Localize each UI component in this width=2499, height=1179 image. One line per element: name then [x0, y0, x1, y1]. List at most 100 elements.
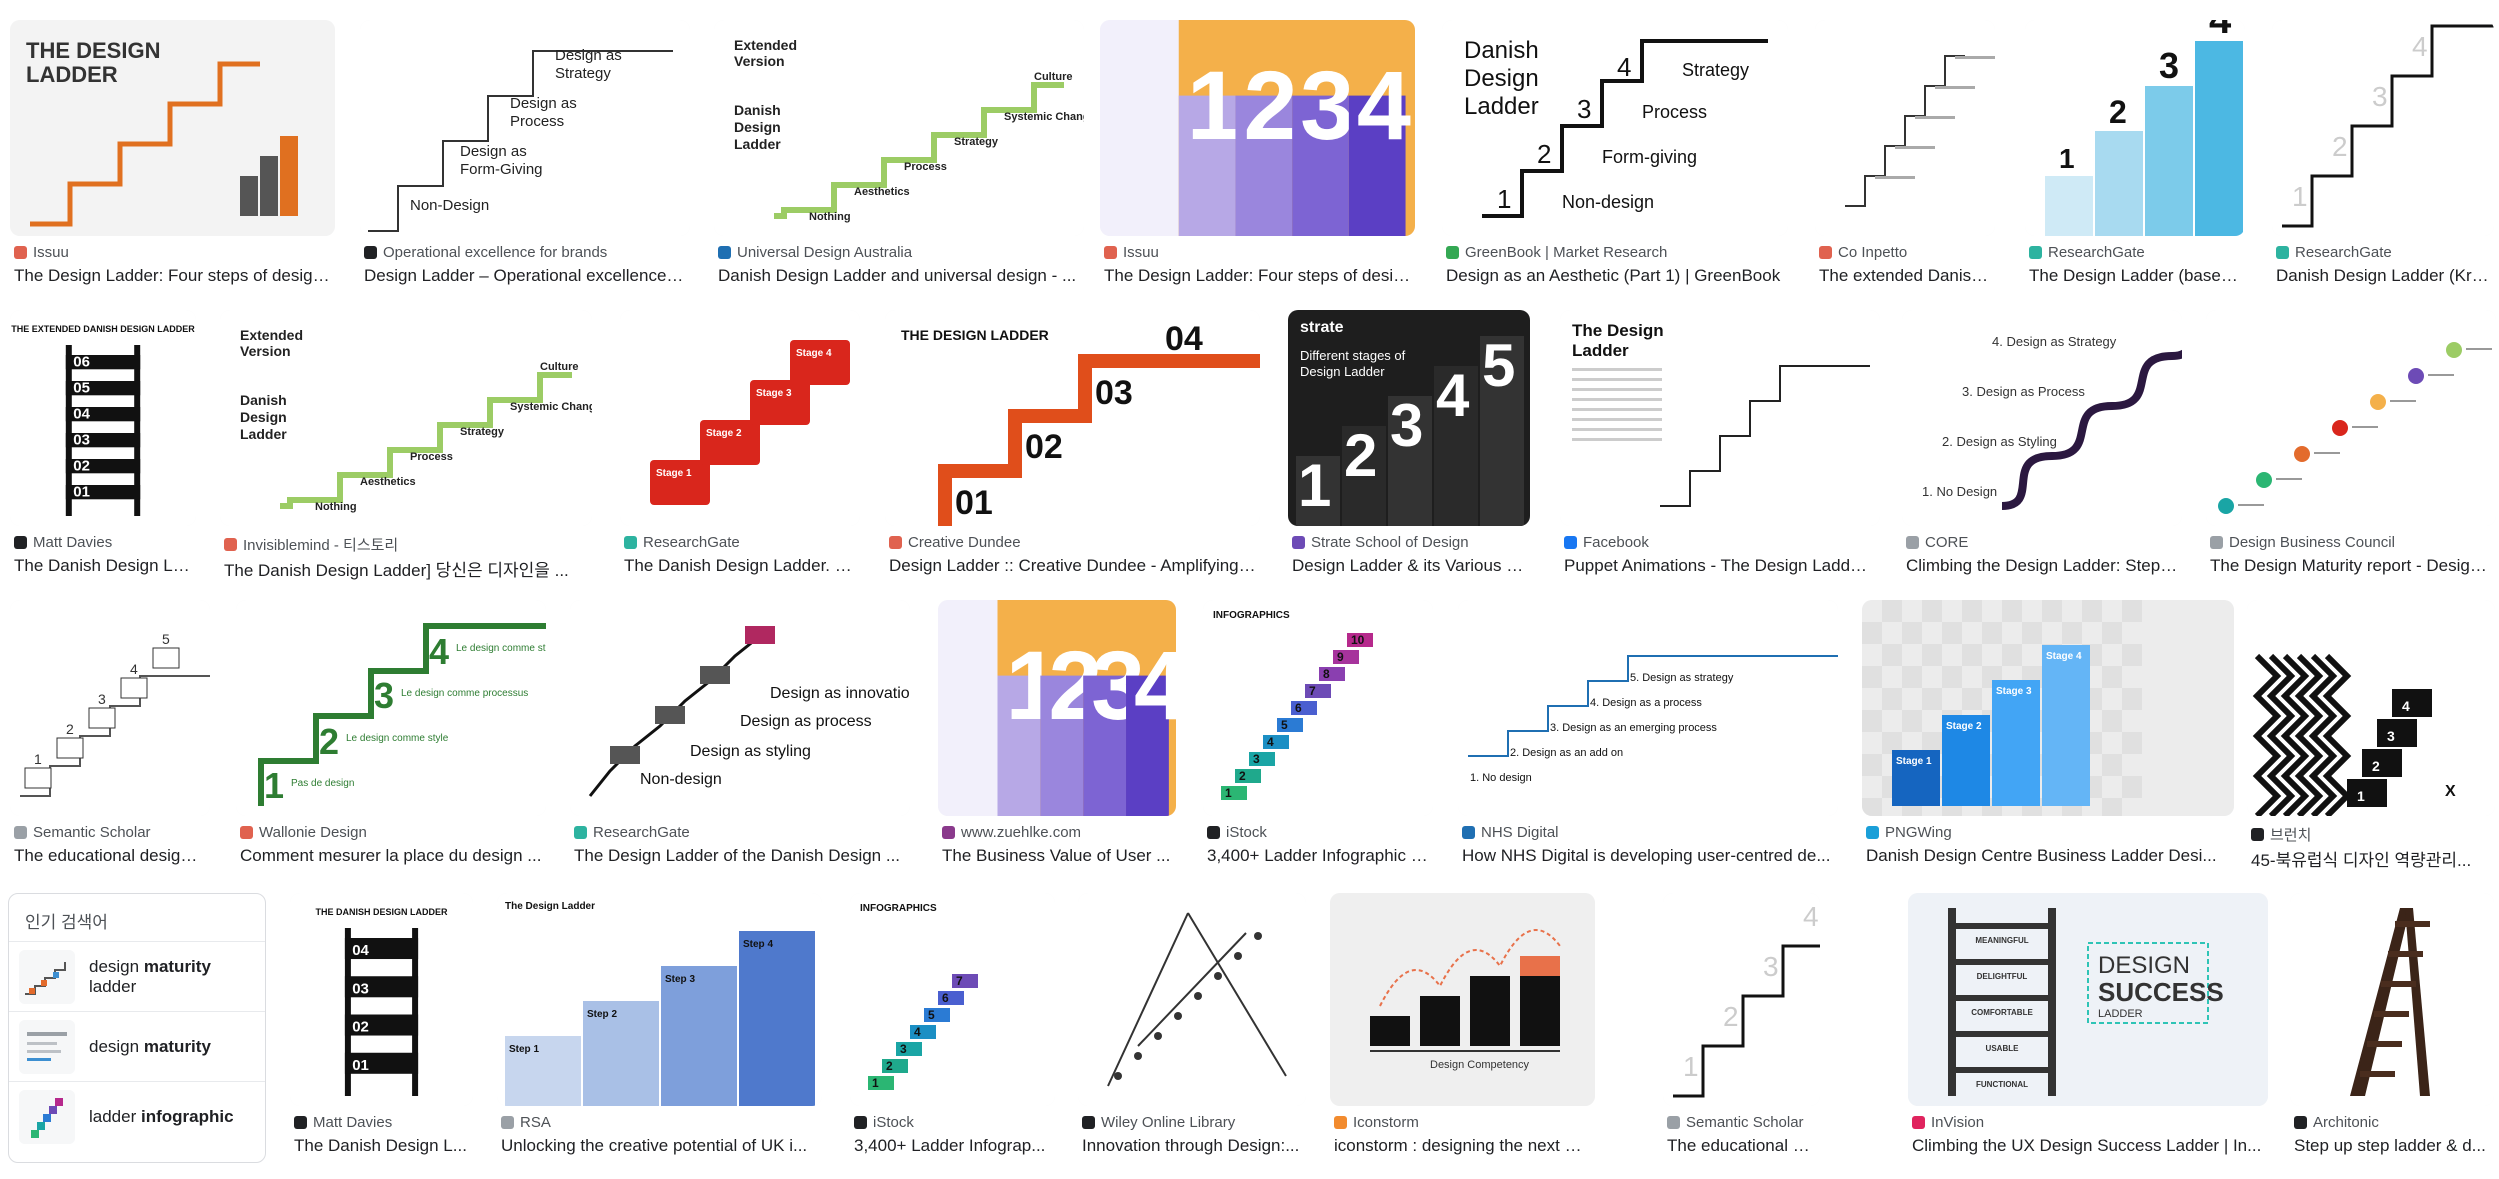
result-title[interactable]: Design as an Aesthetic (Part 1) | GreenB…	[1446, 266, 1781, 285]
image-result[interactable]: THE DANISH DESIGN LADDER 04 03 02 01 Matt Dav…	[290, 893, 473, 1160]
result-source[interactable]: Architonic	[2294, 1114, 2490, 1131]
result-source[interactable]: InVision	[1912, 1114, 2264, 1131]
result-thumbnail[interactable]: THE DESIGN LADDER	[10, 20, 335, 236]
result-source[interactable]: Iconstorm	[1334, 1114, 1591, 1131]
result-source[interactable]: NHS Digital	[1462, 824, 1834, 841]
result-title[interactable]: The extended Danish ...	[1819, 266, 1991, 285]
result-title[interactable]: Climbing the UX Design Success Ladder | …	[1912, 1136, 2262, 1155]
result-title[interactable]: 3,400+ Ladder Infograp...	[854, 1136, 1046, 1155]
image-result[interactable]: 1 2 3 4 5 6 7 INFOGRAPHICS iStock 3,400+ Ladder I…	[850, 893, 1055, 1160]
result-title[interactable]: 45-북유럽식 디자인 역량관리...	[2251, 851, 2472, 870]
image-result[interactable]: 1 2 3 4 Issuu The Design Ladder: Four steps o…	[1100, 20, 1415, 290]
popular-search-item[interactable]: design maturity	[9, 1011, 265, 1081]
image-result[interactable]: Stage 1 Stage 2 Stage 3 Stage 4 ResearchGate…	[620, 310, 860, 580]
result-title[interactable]: The Danish Design Ladder] 당신은 디자인을 ...	[224, 561, 569, 580]
result-title[interactable]: The educational design la...	[1667, 1136, 1816, 1155]
image-result[interactable]: Extended Version Danish Design Ladder Nothing…	[714, 20, 1084, 290]
result-title[interactable]: Climbing the Design Ladder: Step ...	[1906, 556, 2178, 575]
image-result[interactable]: Design as Strategy Design as Process Design …	[360, 20, 690, 290]
result-source[interactable]: ResearchGate	[574, 824, 906, 841]
result-title[interactable]: The Design Ladder (based ...	[2029, 266, 2241, 285]
image-result[interactable]: 1 2 3 4 www.zuehlke.com The Business Value of…	[938, 600, 1176, 870]
image-result[interactable]: 1 2 3 4 5 6 7 8 9 10 INFOGRAPHICS iStock 3,400+ Ladd…	[1203, 600, 1433, 870]
result-source[interactable]: RSA	[501, 1114, 818, 1131]
result-thumbnail[interactable]: Stage 1 Stage 2 Stage 3 Stage 4	[1862, 600, 2234, 816]
image-result[interactable]: Design as innovation Design as process Des…	[570, 600, 910, 870]
result-source[interactable]: www.zuehlke.com	[942, 824, 1172, 841]
result-thumbnail[interactable]: Extended Version Danish Design Ladder Nothing…	[220, 310, 592, 526]
result-thumbnail[interactable]: strate Different stages of Design Ladder 1 2…	[1288, 310, 1530, 526]
image-result[interactable]: 1 2 3 4 5 Semantic Scholar The educational des…	[10, 600, 210, 870]
result-source[interactable]: Matt Davies	[294, 1114, 469, 1131]
image-result[interactable]: THE EXTENDED DANISH DESIGN LADDER 06 05 04 0…	[10, 310, 196, 580]
result-source[interactable]: iStock	[1207, 824, 1429, 841]
result-title[interactable]: The educational design ...	[14, 846, 206, 865]
result-title[interactable]: Design Ladder :: Creative Dundee - Ampli…	[889, 556, 1256, 575]
result-source[interactable]: Issuu	[14, 244, 331, 261]
image-result[interactable]: 1 2 3 4 ResearchGate Danish Design Ladder (Kr…	[2272, 20, 2494, 290]
result-thumbnail[interactable]: Design as innovation Design as process Des…	[570, 600, 910, 816]
result-title[interactable]: 3,400+ Ladder Infographic I...	[1207, 846, 1429, 865]
result-thumbnail[interactable]: MEANINGFUL DELIGHTFUL COMFORTABLE USABLE FUN…	[1908, 893, 2268, 1106]
image-result[interactable]: 1 2 3 4 ResearchGate The Design Ladder (based…	[2025, 20, 2245, 290]
result-title[interactable]: Danish Design Ladder (Kre...	[2276, 266, 2490, 285]
image-result[interactable]: THE DESIGN LADDER Issuu The Design Ladder: …	[10, 20, 335, 290]
result-source[interactable]: Wallonie Design	[240, 824, 542, 841]
result-source[interactable]: Universal Design Australia	[718, 244, 1080, 261]
result-source[interactable]: Creative Dundee	[889, 534, 1256, 551]
result-source[interactable]: Strate School of Design	[1292, 534, 1526, 551]
result-thumbnail[interactable]: Danish Design Ladder 1 2 3 4 Non-design Form-giv…	[1442, 20, 1788, 236]
image-result[interactable]: The Design Ladder Facebook Puppet Animation…	[1560, 310, 1880, 580]
popular-search-item[interactable]: design maturity ladder	[9, 941, 265, 1011]
result-thumbnail[interactable]: Design as Strategy Design as Process Design …	[360, 20, 690, 236]
result-title[interactable]: Innovation through Design:...	[1082, 1136, 1300, 1155]
result-title[interactable]: Puppet Animations - The Design Ladder ..…	[1564, 556, 1876, 575]
image-result[interactable]: Co Inpetto The extended Danish ...	[1815, 20, 1995, 290]
result-source[interactable]: ResearchGate	[624, 534, 856, 551]
result-source[interactable]: Operational excellence for brands	[364, 244, 686, 261]
image-result[interactable]: strate Different stages of Design Ladder 1 2…	[1288, 310, 1530, 580]
result-source[interactable]: ResearchGate	[2276, 244, 2490, 261]
image-result[interactable]: Danish Design Ladder 1 2 3 4 Non-design Form-giv…	[1442, 20, 1788, 290]
result-title[interactable]: iconstorm : designing the next – Inno...	[1334, 1136, 1591, 1155]
result-thumbnail[interactable]: THE EXTENDED DANISH DESIGN LADDER 06 05 04 0…	[10, 310, 196, 526]
image-result[interactable]: 1 2 3 4 X 브런치 45-북유럽식 디자인 역량관리...	[2247, 600, 2495, 870]
result-thumbnail[interactable]: THE DESIGN LADDER 01 02 03 04	[885, 310, 1260, 526]
result-title[interactable]: Step up step ladder & d...	[2294, 1136, 2486, 1155]
result-title[interactable]: The Danish Design Ladder. | ...	[624, 556, 856, 575]
image-result[interactable]: The Design Ladder Step 1 Step 2 Step 3 St…	[497, 893, 822, 1160]
image-result[interactable]: 1. No design 2. Design as an add on 3. Des…	[1458, 600, 1838, 870]
image-result[interactable]: THE DESIGN LADDER 01 02 03 04 Creative Dundee…	[885, 310, 1260, 580]
result-title[interactable]: Unlocking the creative potential of UK i…	[501, 1136, 808, 1155]
result-thumbnail[interactable]: 1 2 3 4 5	[10, 600, 210, 816]
result-source[interactable]: Issuu	[1104, 244, 1411, 261]
result-source[interactable]: Design Business Council	[2210, 534, 2492, 551]
result-thumbnail[interactable]: 1. No Design 2. Design as Styling 3. Desig…	[1902, 310, 2182, 526]
result-thumbnail[interactable]	[1078, 893, 1306, 1106]
result-thumbnail[interactable]	[2290, 893, 2494, 1106]
result-source[interactable]: Semantic Scholar	[1667, 1114, 1816, 1131]
result-thumbnail[interactable]: Stage 1 Stage 2 Stage 3 Stage 4	[620, 310, 860, 526]
result-thumbnail[interactable]: 1 2 3 4 5 6 7 8 9 10 INFOGRAPHICS	[1203, 600, 1433, 816]
result-thumbnail[interactable]: 1 2 3 4 5 6 7 INFOGRAPHICS	[850, 893, 1055, 1106]
result-source[interactable]: Co Inpetto	[1819, 244, 1991, 261]
result-source[interactable]: GreenBook | Market Research	[1446, 244, 1784, 261]
result-thumbnail[interactable]: Design Competency	[1330, 893, 1595, 1106]
result-thumbnail[interactable]: The Design Ladder Step 1 Step 2 Step 3 St…	[497, 893, 822, 1106]
result-thumbnail[interactable]: THE DANISH DESIGN LADDER 04 03 02 01	[290, 893, 473, 1106]
image-result[interactable]: MEANINGFUL DELIGHTFUL COMFORTABLE USABLE FUN…	[1908, 893, 2268, 1160]
result-title[interactable]: The Design Ladder: Four steps of design …	[1104, 266, 1411, 285]
result-title[interactable]: Comment mesurer la place du design ...	[240, 846, 542, 865]
image-result[interactable]: Wiley Online Library Innovation through D…	[1078, 893, 1306, 1160]
image-result[interactable]: Architonic Step up step ladder & d...	[2290, 893, 2494, 1160]
result-source[interactable]: PNGWing	[1866, 824, 2230, 841]
popular-search-item[interactable]: ladder infographic	[9, 1081, 265, 1151]
image-result[interactable]: Design Competency Iconstorm iconstorm : de…	[1330, 893, 1595, 1160]
result-source[interactable]: CORE	[1906, 534, 2178, 551]
result-source[interactable]: Matt Davies	[14, 534, 192, 551]
result-title[interactable]: The Danish Design La...	[14, 556, 192, 575]
result-title[interactable]: The Danish Design L...	[294, 1136, 467, 1155]
